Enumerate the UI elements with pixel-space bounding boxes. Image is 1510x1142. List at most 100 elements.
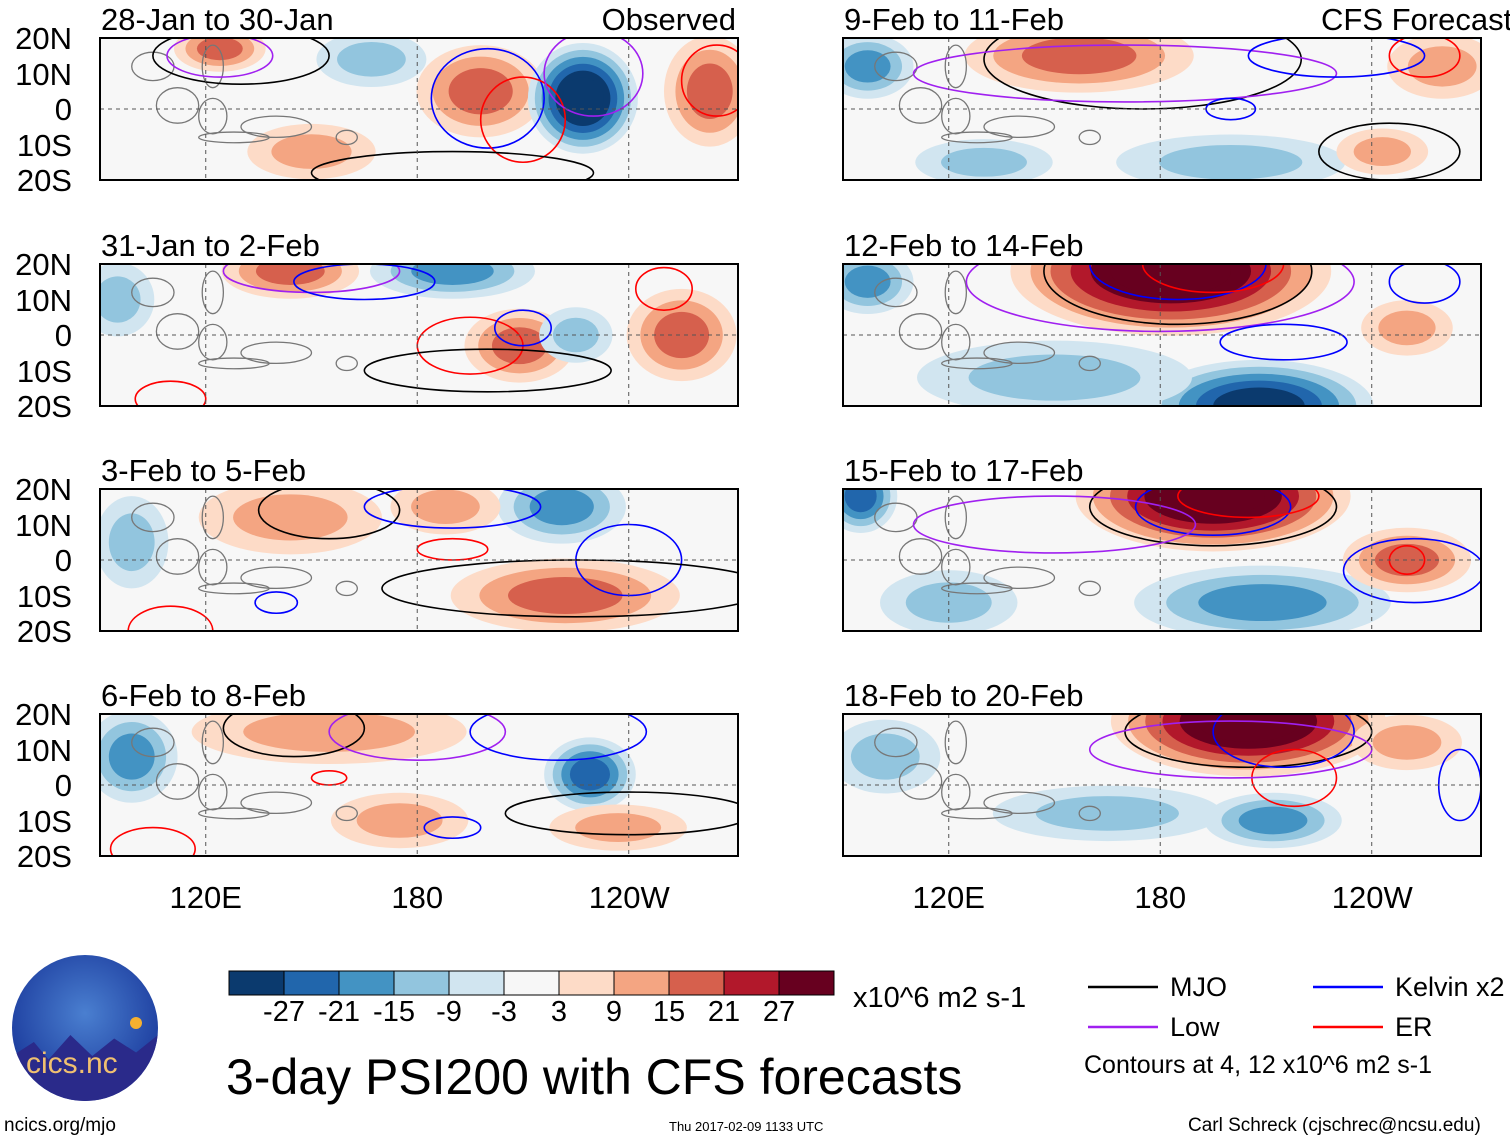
coastline bbox=[198, 323, 228, 361]
panel-frame bbox=[99, 37, 739, 181]
contour-low bbox=[166, 38, 274, 78]
coastline bbox=[335, 129, 358, 146]
anomaly-shading bbox=[844, 489, 877, 513]
panel-frame bbox=[99, 263, 739, 407]
coastline bbox=[198, 548, 228, 586]
anomaly-shading bbox=[654, 311, 710, 359]
coastline bbox=[944, 720, 968, 765]
contour-kelvin bbox=[1247, 38, 1426, 78]
lat-tick-label: 0 bbox=[54, 768, 72, 803]
contour-low bbox=[543, 38, 644, 117]
coastline bbox=[201, 720, 225, 765]
lat-tick-label: 20N bbox=[15, 247, 72, 282]
panel-frame bbox=[842, 488, 1482, 632]
lat-tick-label: 10N bbox=[15, 56, 72, 92]
lat-tick-label: 20N bbox=[15, 697, 72, 732]
anomaly-shading bbox=[1198, 584, 1327, 622]
anomaly-shading bbox=[233, 494, 348, 541]
legend-label: Kelvin x2 bbox=[1395, 972, 1505, 1002]
contour-kelvin bbox=[469, 714, 648, 761]
panel-4 bbox=[100, 489, 738, 631]
source-url[interactable]: ncics.org/mjo bbox=[4, 1115, 116, 1136]
coastline bbox=[131, 727, 175, 758]
colorbar-swatch bbox=[228, 970, 285, 996]
contour-er bbox=[109, 826, 196, 856]
lat-tick-label: 10S bbox=[16, 578, 72, 614]
anomaly-shading bbox=[1407, 46, 1477, 87]
contour-kelvin bbox=[1342, 537, 1481, 604]
anomaly-shading bbox=[1213, 387, 1305, 406]
panel-title: 18-Feb to 20-Feb bbox=[844, 678, 1084, 713]
coastline bbox=[941, 323, 971, 361]
coastline bbox=[944, 495, 968, 540]
contour-mjo bbox=[152, 38, 330, 85]
coastline bbox=[983, 115, 1056, 139]
colorbar-units: x10^6 m2 s-1 bbox=[853, 982, 1027, 1014]
lat-tick-label: 20N bbox=[15, 21, 72, 56]
lon-tick-label: 120E bbox=[169, 880, 242, 915]
coastline bbox=[1078, 805, 1101, 822]
contour-mjo bbox=[1088, 489, 1338, 547]
lat-tick-label: 10N bbox=[15, 282, 72, 318]
contour-er bbox=[479, 76, 567, 164]
coastline bbox=[941, 131, 1013, 144]
anomaly-shading bbox=[448, 68, 513, 115]
lat-tick-label: 0 bbox=[54, 543, 72, 578]
contour-er bbox=[634, 266, 693, 311]
coastline bbox=[898, 87, 943, 124]
anomaly-shading bbox=[686, 63, 733, 119]
lat-tick-label: 0 bbox=[54, 318, 72, 353]
coastline bbox=[198, 97, 228, 135]
coastline bbox=[983, 566, 1056, 590]
coastline bbox=[898, 763, 943, 800]
contour-er bbox=[1388, 38, 1461, 78]
contour-kelvin bbox=[1212, 714, 1355, 769]
contour-kelvin bbox=[363, 489, 542, 529]
contour-er bbox=[127, 605, 214, 631]
panel-tag: CFS Forecast bbox=[1321, 2, 1510, 37]
anomaly-shading bbox=[271, 134, 352, 169]
colorbar-swatch bbox=[283, 970, 340, 996]
colorbar-tick-label: 27 bbox=[762, 996, 796, 1028]
coastline bbox=[201, 495, 225, 540]
colorbar-tick-label: 15 bbox=[652, 996, 686, 1028]
colorbar-tick-label: 21 bbox=[707, 996, 741, 1028]
coastline bbox=[198, 357, 270, 370]
cics-logo: cics.nc bbox=[12, 955, 158, 1101]
coastline bbox=[155, 313, 200, 350]
anomaly-shading bbox=[1021, 38, 1137, 75]
lat-tick-label: 10S bbox=[16, 803, 72, 839]
lat-tick-label: 20S bbox=[16, 614, 72, 649]
coastline bbox=[240, 566, 313, 590]
panel-2 bbox=[100, 264, 738, 406]
anomaly-shading bbox=[562, 77, 604, 120]
coastline bbox=[941, 582, 1013, 595]
lat-tick-label: 10S bbox=[16, 127, 72, 163]
panel-tag: Observed bbox=[601, 2, 736, 37]
colorbar-swatch bbox=[668, 970, 725, 996]
lat-tick-label: 10N bbox=[15, 732, 72, 768]
anomaly-shading bbox=[569, 758, 611, 791]
colorbar-tick-label: -15 bbox=[373, 996, 415, 1028]
anomaly-shading bbox=[108, 513, 155, 572]
lon-tick-label: 180 bbox=[1134, 880, 1187, 915]
lat-tick-label: 20S bbox=[16, 389, 72, 424]
anomaly-shading bbox=[337, 41, 406, 77]
lon-tick-label: 120W bbox=[588, 880, 670, 915]
coastline bbox=[941, 807, 1013, 820]
coastline bbox=[874, 277, 918, 308]
colorbar-swatch bbox=[503, 970, 560, 996]
anomaly-shading bbox=[529, 489, 594, 526]
anomaly-shading bbox=[1161, 489, 1265, 517]
contour-kelvin bbox=[430, 47, 545, 149]
coastline bbox=[335, 580, 358, 597]
panel-title: 31-Jan to 2-Feb bbox=[101, 228, 320, 263]
coastline bbox=[874, 727, 918, 758]
anomaly-shading bbox=[1238, 806, 1308, 835]
anomaly-shading bbox=[411, 264, 494, 285]
contour-mjo bbox=[310, 150, 595, 180]
lat-tick-label: 0 bbox=[54, 92, 72, 127]
panel-title: 6-Feb to 8-Feb bbox=[101, 678, 307, 713]
anomaly-shading bbox=[1110, 264, 1231, 296]
